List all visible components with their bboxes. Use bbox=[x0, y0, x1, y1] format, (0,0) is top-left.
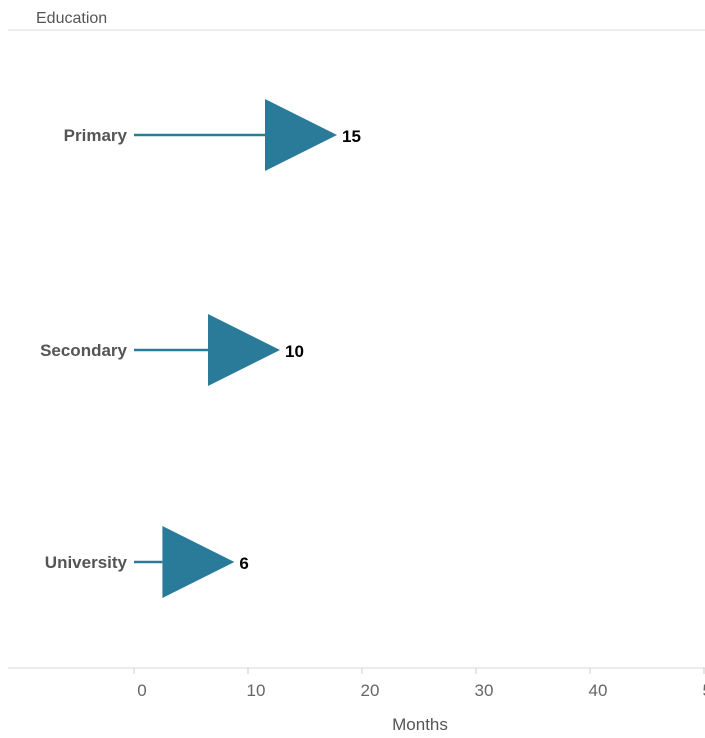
x-axis-ticks: 0 10 20 30 40 50 bbox=[133, 668, 705, 700]
arrow-marker-university bbox=[162, 526, 235, 598]
x-tick-label-40: 40 bbox=[589, 681, 608, 700]
category-label-primary: Primary bbox=[64, 126, 128, 145]
value-label-primary: 15 bbox=[342, 127, 361, 146]
category-label-secondary: Secondary bbox=[40, 341, 127, 360]
value-label-secondary: 10 bbox=[285, 342, 304, 361]
x-tick-label-30: 30 bbox=[475, 681, 494, 700]
x-tick-label-0: 0 bbox=[137, 681, 146, 700]
arrow-marker-primary bbox=[265, 99, 337, 171]
value-label-university: 6 bbox=[239, 554, 248, 573]
x-tick-label-10: 10 bbox=[247, 681, 266, 700]
marks-layer: Primary 15 Secondary 10 University 6 bbox=[40, 99, 361, 598]
arrow-marker-secondary bbox=[208, 314, 280, 386]
x-tick-label-20: 20 bbox=[361, 681, 380, 700]
x-axis-title: Months bbox=[392, 715, 448, 734]
row-header-label: Education bbox=[36, 10, 107, 27]
x-tick-label-50: 50 bbox=[703, 681, 705, 700]
category-label-university: University bbox=[45, 553, 128, 572]
